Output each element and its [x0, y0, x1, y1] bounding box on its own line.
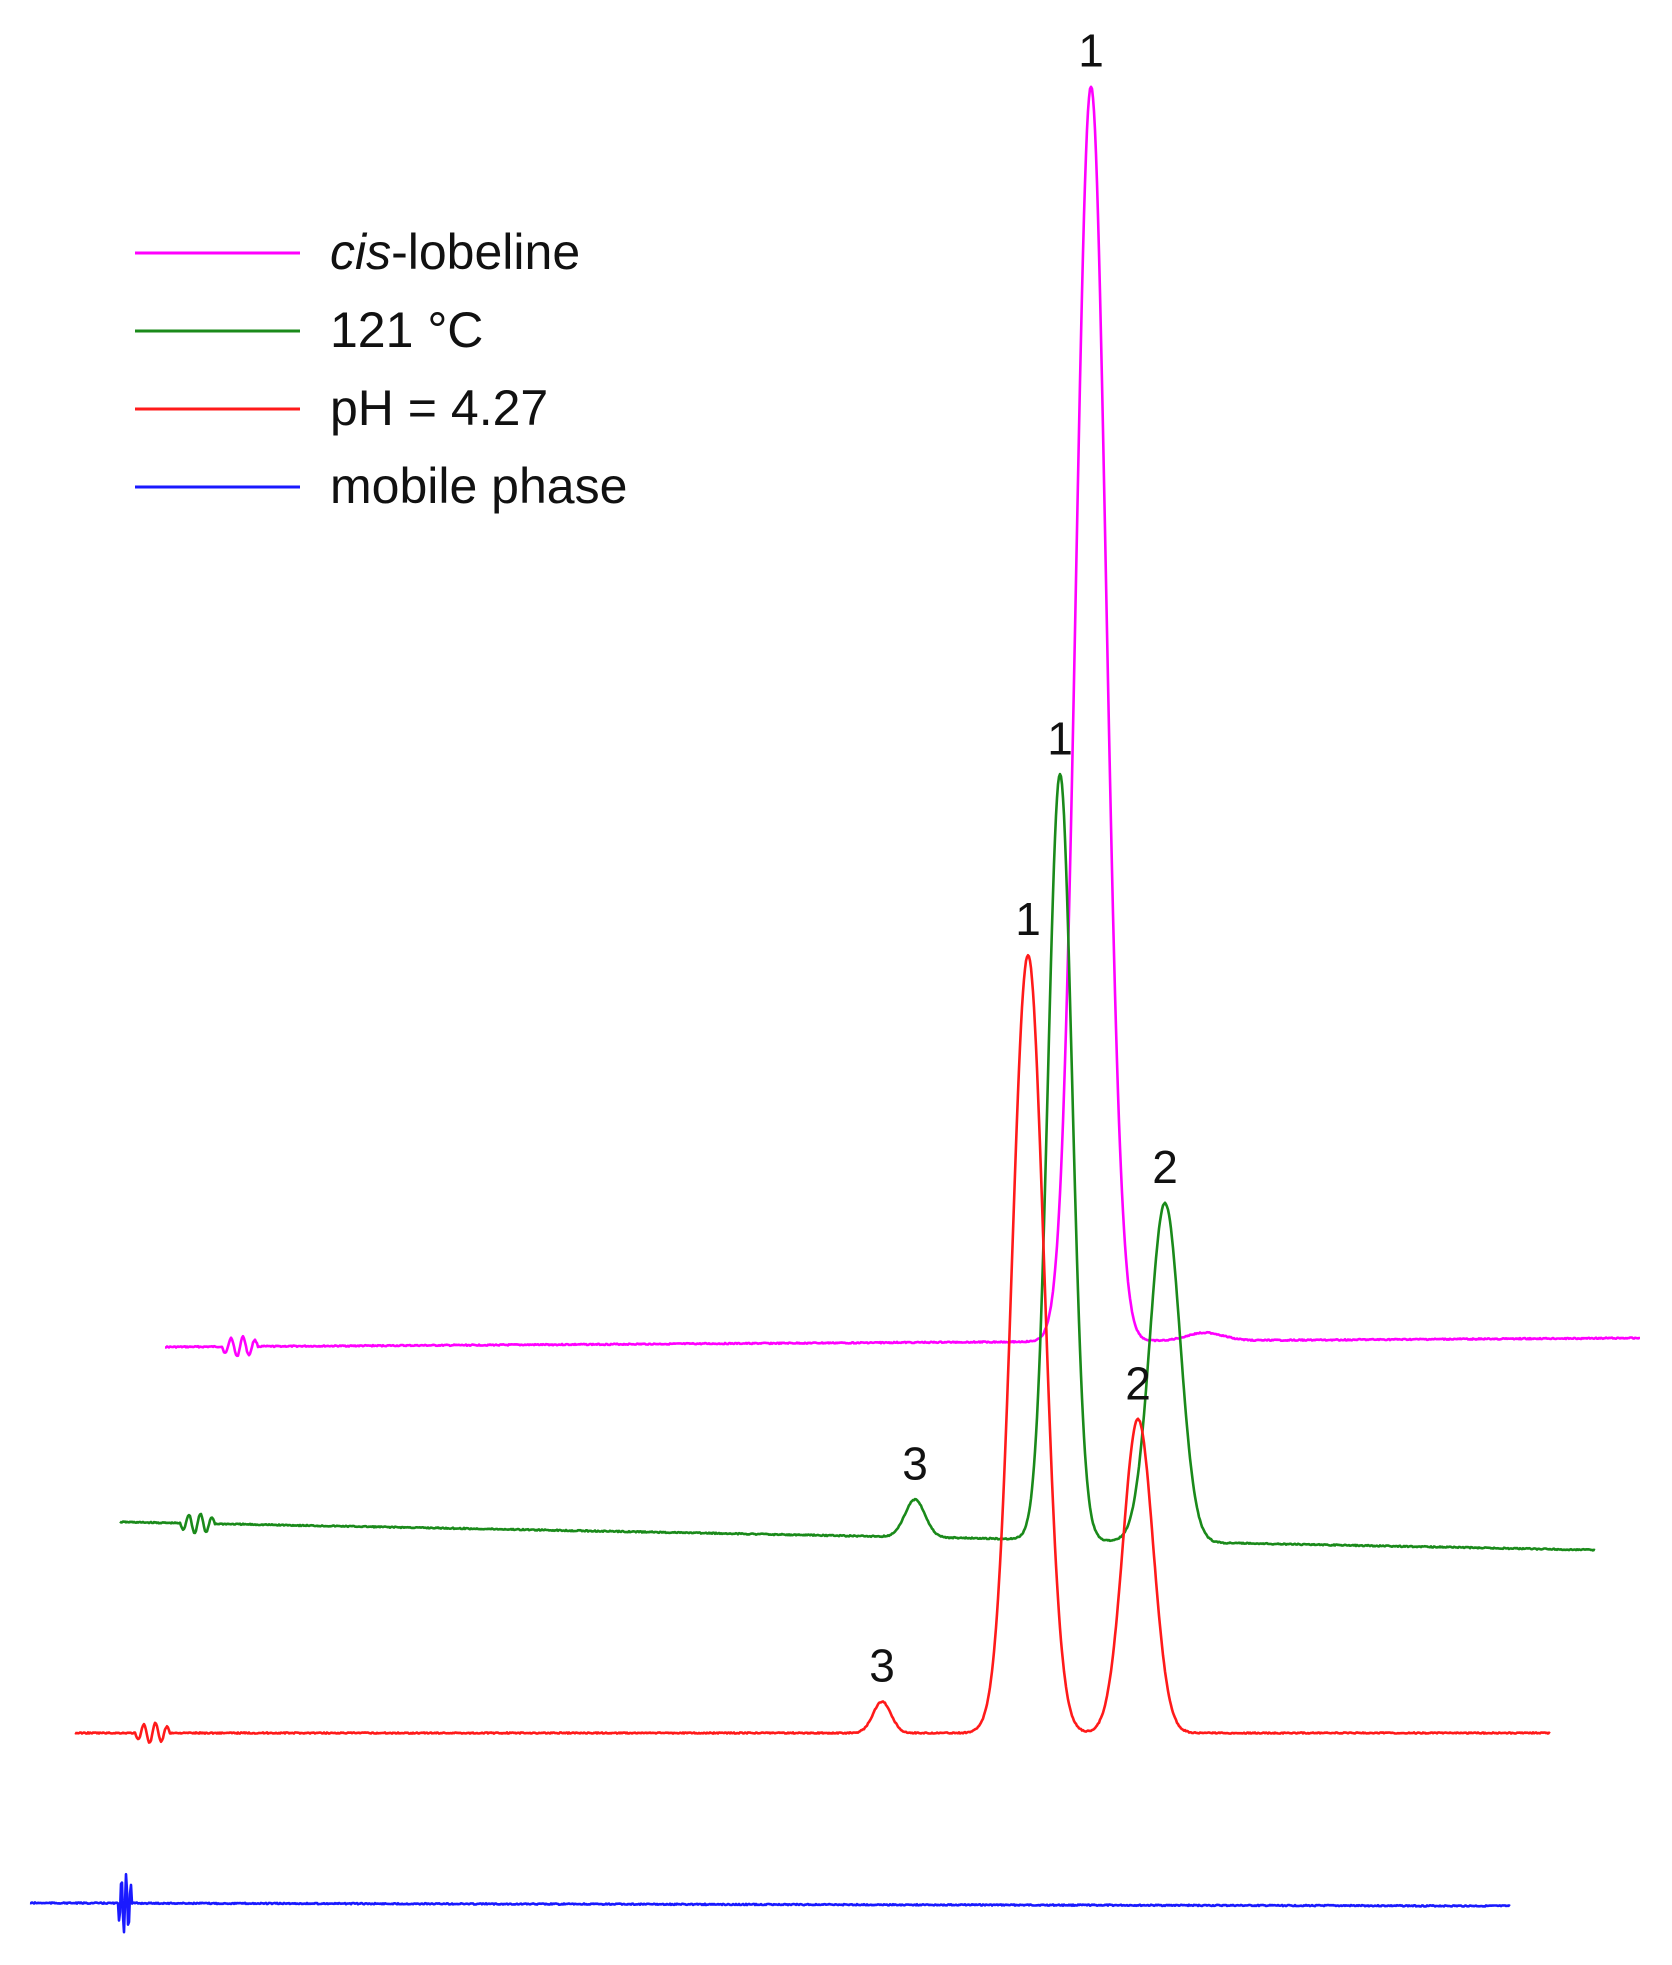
trace-4 [29, 1872, 1511, 1934]
peak-label: 3 [902, 1437, 928, 1489]
peak-label: 3 [869, 1640, 895, 1692]
traces-group [29, 85, 1641, 1934]
peak-label: 1 [1078, 24, 1104, 76]
peak-label: 1 [1047, 712, 1073, 764]
legend-label-3: pH = 4.27 [330, 380, 548, 436]
legend-label-2: 121 °C [330, 302, 483, 358]
legend: cis-lobeline 121 °C pH = 4.27 mobile phase [135, 224, 627, 514]
legend-label-1: cis-lobeline [330, 224, 580, 280]
peak-labels-group: 1 1 2 3 1 2 3 [869, 24, 1178, 1691]
peak-label: 1 [1015, 893, 1041, 945]
peak-label: 2 [1152, 1141, 1178, 1193]
trace-1 [164, 85, 1641, 1358]
trace-3 [74, 953, 1551, 1744]
legend-label-4: mobile phase [330, 458, 627, 514]
peak-label: 2 [1125, 1357, 1151, 1409]
trace-2 [119, 772, 1596, 1552]
